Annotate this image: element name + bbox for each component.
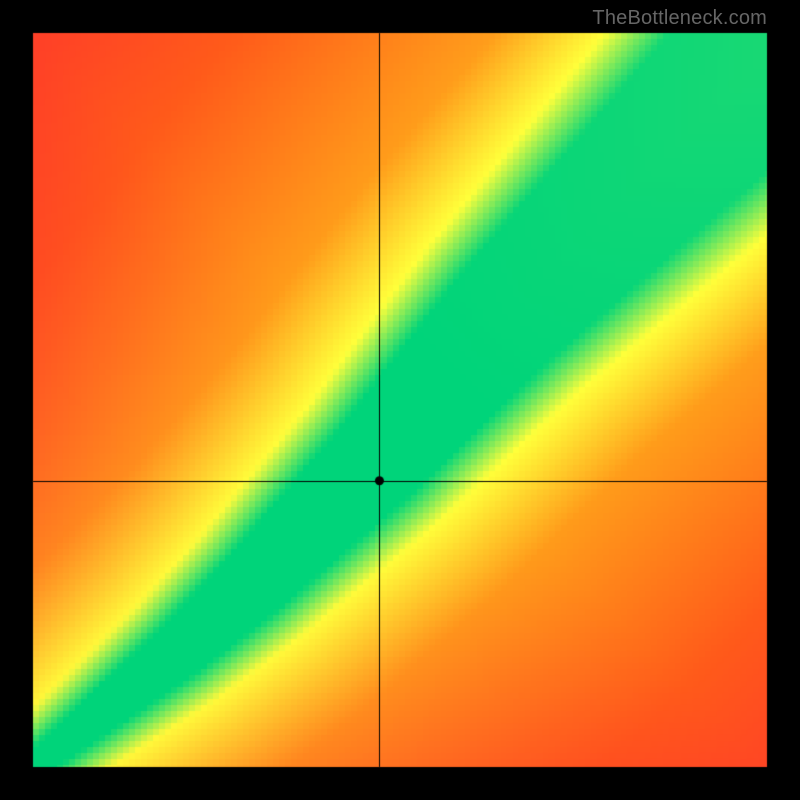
chart-container: TheBottleneck.com [0, 0, 800, 800]
heatmap-canvas [0, 0, 800, 800]
